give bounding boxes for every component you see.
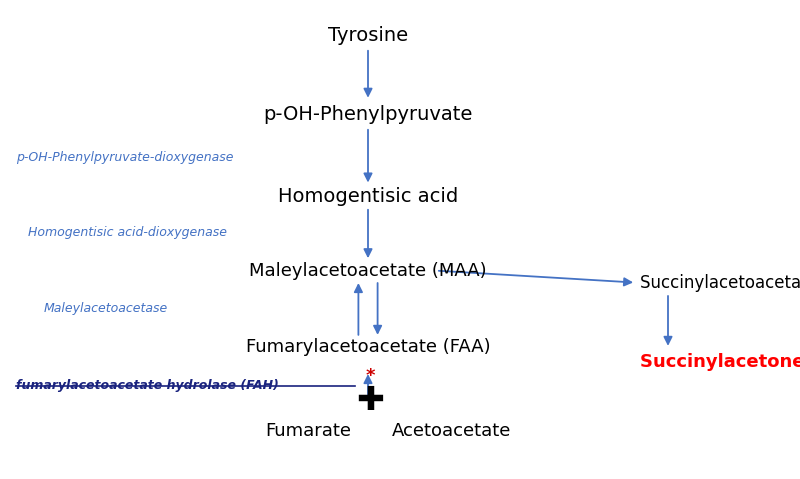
Text: Homogentisic acid: Homogentisic acid [278, 187, 458, 206]
Text: Fumarate: Fumarate [265, 422, 351, 440]
Text: Fumarylacetoacetate (FAA): Fumarylacetoacetate (FAA) [246, 338, 490, 356]
Text: fumarylacetoacetate hydrolase (FAH): fumarylacetoacetate hydrolase (FAH) [16, 379, 279, 392]
Text: Homogentisic acid-dioxygenase: Homogentisic acid-dioxygenase [28, 226, 227, 239]
Text: *: * [366, 367, 375, 385]
Text: Tyrosine: Tyrosine [328, 26, 408, 46]
Text: ✚: ✚ [357, 385, 385, 417]
Text: Maleylacetoacetate (MAA): Maleylacetoacetate (MAA) [249, 262, 487, 280]
Text: Succinylacetoacetate (SAA): Succinylacetoacetate (SAA) [640, 274, 800, 292]
Text: p-OH-Phenylpyruvate-dioxygenase: p-OH-Phenylpyruvate-dioxygenase [16, 150, 234, 164]
Text: p-OH-Phenylpyruvate: p-OH-Phenylpyruvate [263, 105, 473, 125]
Text: Succinylacetone (SA): Succinylacetone (SA) [640, 353, 800, 371]
Text: Maleylacetoacetase: Maleylacetoacetase [44, 302, 168, 316]
Text: Acetoacetate: Acetoacetate [392, 422, 512, 440]
